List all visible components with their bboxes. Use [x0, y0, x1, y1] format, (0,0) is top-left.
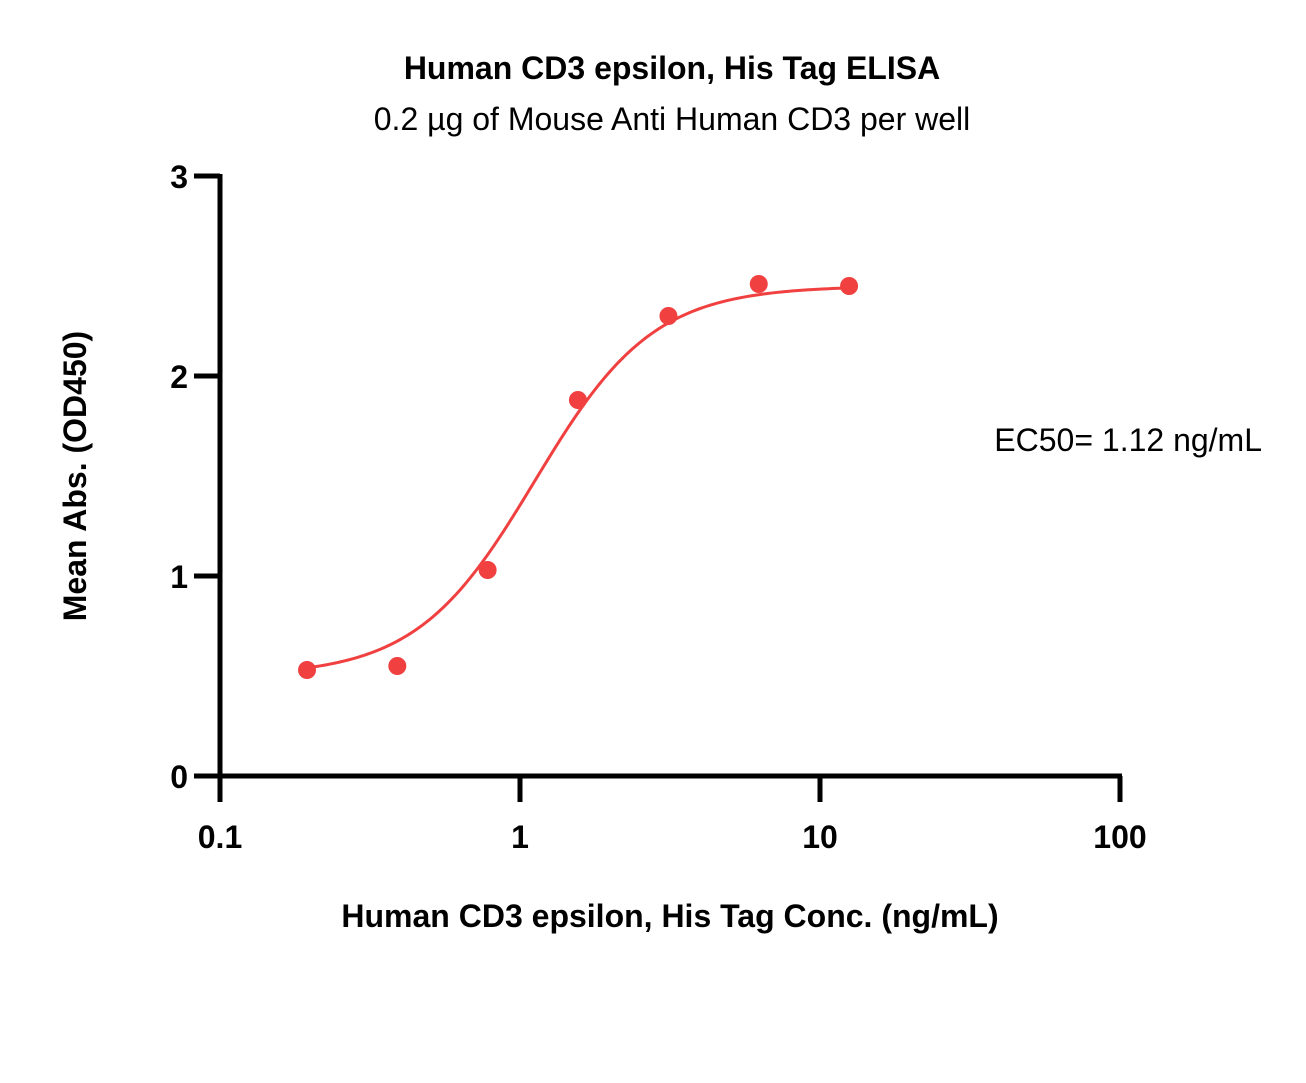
- y-tick-label: 2: [170, 359, 188, 395]
- chart-subtitle: 0.2 µg of Mouse Anti Human CD3 per well: [374, 101, 971, 137]
- data-point: [568, 391, 587, 409]
- tick-labels: 0.1 1 10 100 0 1 2 3: [170, 159, 1146, 855]
- y-tick-label: 1: [170, 559, 188, 595]
- fit-curve: [306, 286, 850, 670]
- ticks: [194, 173, 1123, 802]
- data-points: [298, 275, 859, 679]
- chart-title: Human CD3 epsilon, His Tag ELISA: [404, 50, 940, 86]
- data-point: [388, 657, 407, 675]
- x-tick-label: 100: [1093, 819, 1146, 855]
- y-axis-label: Mean Abs. (OD450): [57, 331, 93, 621]
- x-tick-label: 1: [511, 819, 529, 855]
- ec50-annotation: EC50= 1.12 ng/mL: [994, 422, 1262, 458]
- x-tick-label: 0.1: [198, 819, 242, 855]
- x-tick-label: 10: [802, 819, 838, 855]
- data-point: [478, 561, 497, 579]
- y-tick-label: 0: [170, 759, 188, 795]
- data-point: [298, 661, 317, 679]
- y-tick-label: 3: [170, 159, 188, 195]
- axes: [217, 174, 1122, 779]
- data-point: [840, 277, 859, 295]
- x-axis-label: Human CD3 epsilon, His Tag Conc. (ng/mL): [341, 898, 998, 934]
- data-point: [659, 307, 678, 325]
- data-point: [749, 275, 768, 293]
